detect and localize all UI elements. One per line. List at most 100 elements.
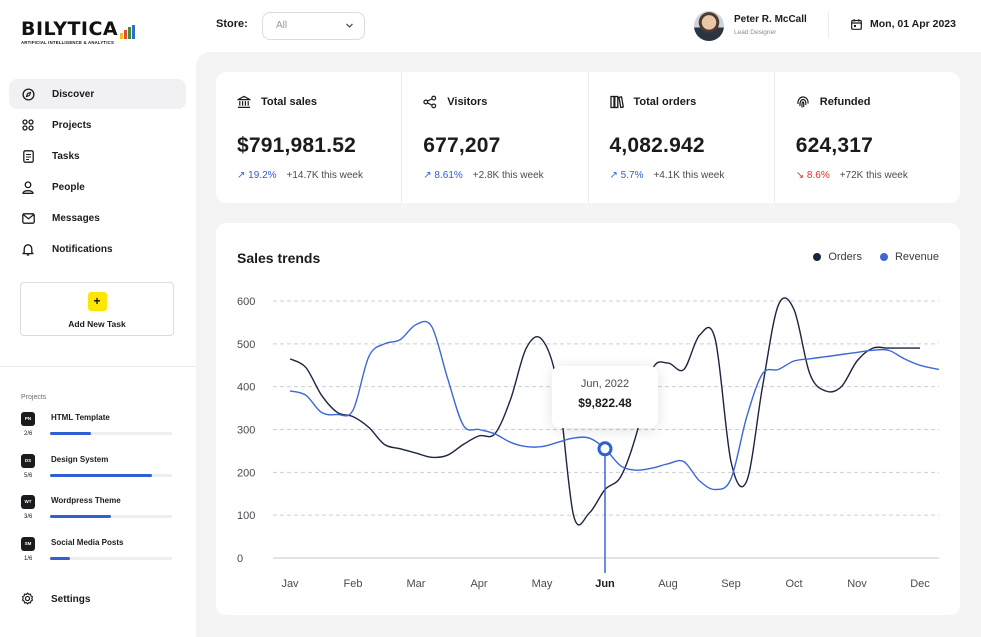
project-progress-track <box>50 474 172 477</box>
tooltip-date: Jun, 2022 <box>580 378 630 390</box>
main-content: Total sales $791,981.52 ↗ 19.2% +14.7K t… <box>196 52 981 637</box>
stat-title: Total orders <box>633 96 697 108</box>
project-item-html-template[interactable]: PN HTML Template 2/6 <box>21 412 173 448</box>
sidebar: BILYTICA ARTIFICIAL INTELLIGENCE & ANALY… <box>0 0 196 637</box>
y-tick-label: 200 <box>237 467 255 479</box>
user-role: Lead Designer <box>734 29 777 36</box>
project-name: Wordpress Theme <box>51 496 121 505</box>
books-icon <box>609 95 624 109</box>
x-tick-label: Mar <box>407 578 426 590</box>
x-tick-label: Nov <box>847 578 867 590</box>
project-badge: DS <box>21 454 35 468</box>
legend-label: Orders <box>828 251 862 263</box>
brand-tagline: ARTIFICIAL INTELLIGENCE & ANALYTICS <box>21 40 115 45</box>
x-tick-label: Jun <box>595 578 615 590</box>
stat-visitors[interactable]: Visitors 677,207 ↗ 8.61% +2.8K this week <box>402 72 589 203</box>
stat-change-value: 8.61% <box>434 170 463 181</box>
brand-wordmark: BILYTICA <box>21 18 119 40</box>
fingerprint-icon <box>796 95 810 109</box>
avatar[interactable] <box>694 11 724 41</box>
project-progress-track <box>50 557 172 560</box>
arrow-up-right-icon: ↗ <box>237 170 249 181</box>
x-tick-label: Oct <box>785 578 802 590</box>
chevron-down-icon <box>345 13 354 49</box>
x-tick-label: Jav <box>281 578 299 590</box>
plus-icon: + <box>87 292 107 311</box>
y-tick-label: 0 <box>237 553 243 565</box>
legend-dot-orders <box>813 253 822 261</box>
project-count: 3/6 <box>24 514 33 520</box>
y-tick-label: 100 <box>237 510 255 522</box>
project-count: 5/6 <box>24 473 33 479</box>
projects-section-title: Projects <box>21 394 47 401</box>
nav-label: Notifications <box>52 243 113 255</box>
project-item-wordpress-theme[interactable]: WT Wordpress Theme 3/6 <box>21 495 173 531</box>
y-tick-label: 600 <box>237 296 255 308</box>
x-tick-label: Feb <box>344 578 363 590</box>
topbar-divider <box>828 12 829 38</box>
nav-item-discover[interactable]: Discover <box>9 79 186 109</box>
nav-item-messages[interactable]: Messages <box>9 203 186 233</box>
project-item-design-system[interactable]: DS Design System 5/6 <box>21 454 173 490</box>
project-name: Social Media Posts <box>51 538 124 547</box>
stat-change-value: 8.6% <box>806 170 830 181</box>
store-select-value: All <box>276 20 288 31</box>
stat-value: 624,317 <box>795 134 874 157</box>
date-display[interactable]: Mon, 01 Apr 2023 <box>851 18 956 30</box>
mail-icon <box>21 211 35 225</box>
stat-week: +14.7K this week <box>286 170 363 181</box>
stat-total-sales[interactable]: Total sales $791,981.52 ↗ 19.2% +14.7K t… <box>216 72 403 203</box>
y-tick-label: 500 <box>237 339 255 351</box>
nav-label: Tasks <box>52 150 80 162</box>
stat-week: +72K this week <box>839 170 908 181</box>
project-progress-fill <box>50 557 71 560</box>
project-badge: WT <box>21 495 35 509</box>
nav-item-people[interactable]: People <box>9 172 186 202</box>
nav-item-projects[interactable]: Projects <box>9 110 186 140</box>
stat-change: ↗ 5.7% <box>610 170 644 181</box>
bank-icon <box>237 95 251 109</box>
stat-total-orders[interactable]: Total orders 4,082.942 ↗ 5.7% +4.1K this… <box>589 72 775 203</box>
stat-title: Visitors <box>447 96 488 108</box>
legend-item-orders[interactable]: Orders <box>813 251 862 263</box>
project-name: HTML Template <box>51 413 110 422</box>
add-new-task-button[interactable]: + Add New Task <box>20 282 174 336</box>
sidebar-divider <box>0 366 196 367</box>
x-tick-label: Aug <box>658 578 678 590</box>
chart-tooltip: Jun, 2022 $9,822.48 <box>552 366 658 428</box>
stat-change: ↘ 8.6% <box>796 170 830 181</box>
gear-icon <box>21 592 35 606</box>
top-bar: Store: All Peter R. McCall Lead Designer… <box>196 0 981 52</box>
legend-dot-revenue <box>879 253 888 261</box>
project-count: 1/6 <box>24 556 33 562</box>
nav-label: Messages <box>52 212 100 224</box>
stat-week: +4.1K this week <box>653 170 725 181</box>
stat-refunded[interactable]: Refunded 624,317 ↘ 8.6% +72K this week <box>775 72 960 203</box>
settings-link[interactable]: Settings <box>21 592 90 606</box>
nav-label: Discover <box>52 88 95 100</box>
project-progress-track <box>50 515 172 518</box>
nav-item-tasks[interactable]: Tasks <box>9 141 186 171</box>
legend-item-revenue[interactable]: Revenue <box>879 251 939 263</box>
highlight-point <box>597 441 613 457</box>
project-progress-fill <box>50 432 91 435</box>
settings-label: Settings <box>51 593 91 605</box>
chart-legend: Orders Revenue <box>813 251 939 263</box>
calendar-icon <box>851 18 862 30</box>
user-icon <box>21 180 35 194</box>
revenue-series-line <box>289 320 940 491</box>
share-nodes-icon <box>423 95 437 109</box>
stats-card: Total sales $791,981.52 ↗ 19.2% +14.7K t… <box>216 72 960 203</box>
project-badge: PN <box>21 412 35 426</box>
nav-item-notifications[interactable]: Notifications <box>9 234 186 264</box>
stat-change-value: 19.2% <box>248 170 277 181</box>
sales-trends-chart[interactable]: 0 100 200 300 400 500 600 Jav Feb Mar Apr May Jun Aug… <box>216 223 960 615</box>
arrow-up-right-icon: ↗ <box>609 170 621 181</box>
nav-label: Projects <box>52 119 92 131</box>
store-select[interactable]: All <box>262 12 365 40</box>
stat-value: $791,981.52 <box>237 134 356 157</box>
date-text: Mon, 01 Apr 2023 <box>870 18 956 30</box>
project-item-social-media-posts[interactable]: SM Social Media Posts 1/6 <box>21 537 173 573</box>
nav-label: People <box>52 181 85 193</box>
brand-logo[interactable]: BILYTICA ARTIFICIAL INTELLIGENCE & ANALY… <box>21 19 143 45</box>
